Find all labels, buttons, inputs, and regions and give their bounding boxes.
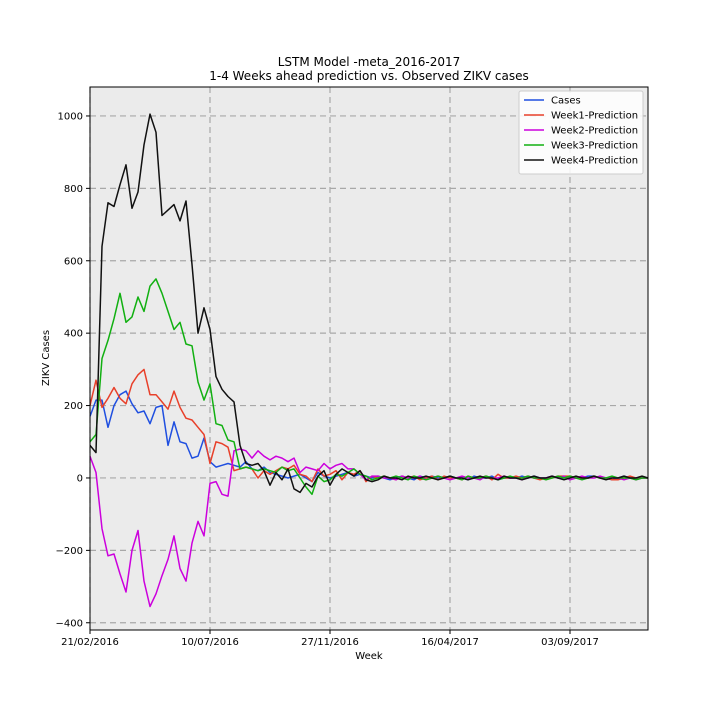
y-axis-label: ZIKV Cases	[41, 330, 52, 386]
legend-box	[518, 90, 644, 175]
x-tick-label: 21/02/2016	[61, 637, 119, 648]
series-lines	[89, 113, 649, 608]
plot-frame	[89, 86, 649, 631]
x-tick-label: 10/07/2016	[181, 637, 239, 648]
x-axis-label: Week	[355, 651, 383, 662]
grid-lines	[89, 87, 648, 630]
plot-area	[90, 87, 648, 630]
x-tick-label: 16/04/2017	[421, 637, 479, 648]
y-tick-label: 400	[64, 329, 83, 340]
y-tick-label: 600	[64, 256, 83, 267]
legend: Cases Week1-Prediction Week2-Prediction Wee…	[518, 90, 644, 175]
legend-label: Week4-Prediction	[551, 156, 638, 167]
x-axis: 21/02/2016 10/07/2016 27/11/2016 16/04/2017…	[61, 630, 599, 648]
legend-label: Week1-Prediction	[551, 111, 638, 122]
y-tick-label: 1000	[58, 111, 83, 122]
y-tick-label: −200	[56, 546, 83, 557]
legend-label: Week2-Prediction	[551, 126, 638, 137]
chart-title: LSTM Model -meta_2016-2017	[278, 55, 461, 69]
legend-label: Cases	[551, 96, 581, 107]
series-line-week4-prediction	[89, 113, 649, 494]
legend-label: Week3-Prediction	[551, 141, 638, 152]
chart-subtitle: 1-4 Weeks ahead prediction vs. Observed …	[209, 69, 529, 83]
y-tick-label: −400	[56, 618, 83, 629]
y-axis: −400 −200 0 200 400 600 800 1000	[56, 111, 90, 629]
y-tick-label: 200	[64, 401, 83, 412]
x-tick-label: 27/11/2016	[301, 637, 359, 648]
y-tick-label: 800	[64, 184, 83, 195]
y-tick-label: 0	[77, 473, 83, 484]
x-tick-label: 03/09/2017	[541, 637, 599, 648]
